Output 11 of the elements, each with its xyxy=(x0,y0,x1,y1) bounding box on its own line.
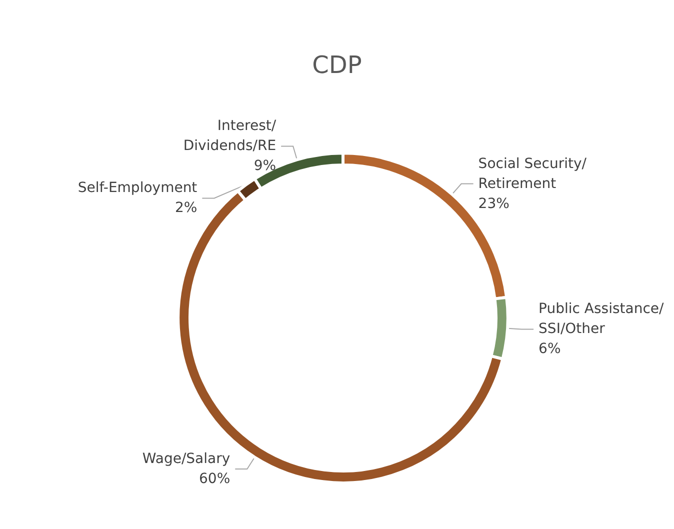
slice-label: Self-Employment xyxy=(78,180,198,196)
slice-label: Wage/Salary xyxy=(142,451,230,468)
slice-label: Public Assistance/SSI/Other xyxy=(538,301,664,338)
data-label: 60% xyxy=(199,471,230,488)
slice-label: Interest/Dividends/RE xyxy=(183,118,276,154)
slice-label: Social Security/Retirement xyxy=(478,156,587,192)
data-label: 9% xyxy=(254,158,276,174)
data-label: 6% xyxy=(538,341,561,358)
data-label: 23% xyxy=(478,196,510,212)
chart-title: CDP xyxy=(312,51,362,79)
data-label: 2% xyxy=(174,200,198,216)
